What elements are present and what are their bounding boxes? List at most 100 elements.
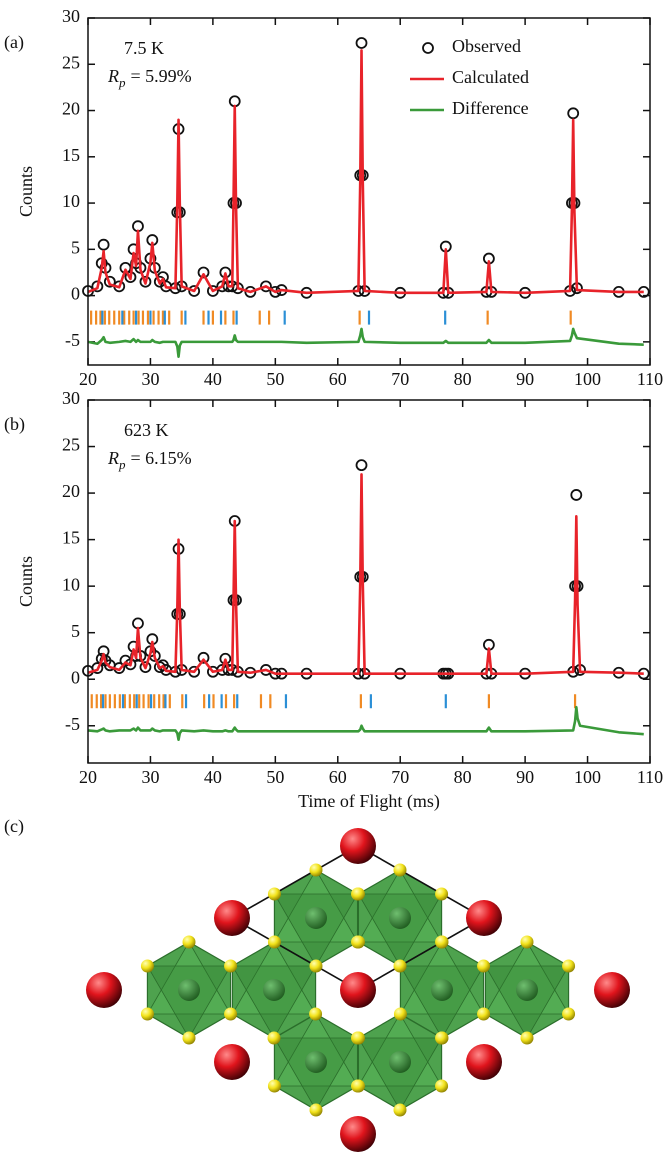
octahedron-face <box>273 893 359 967</box>
octahedron-face <box>146 965 232 1039</box>
plot-frame <box>87 399 651 764</box>
y-tick-label: -5 <box>65 330 80 350</box>
panel-label: (a) <box>4 32 24 53</box>
observed-point <box>206 285 219 297</box>
anion-atom <box>393 959 407 973</box>
metal-atom <box>305 1051 327 1073</box>
x-axis-label: Time of Flight (ms) <box>298 791 440 812</box>
y-axis-label: Counts <box>16 166 36 217</box>
cation-atom <box>340 972 376 1008</box>
observed-point <box>570 489 583 501</box>
observed-point <box>567 107 580 120</box>
rp-subscript: p <box>118 75 126 90</box>
observed-point <box>355 459 368 472</box>
anion-atom <box>267 935 281 949</box>
rp-symbol: R <box>107 66 119 86</box>
observed-point <box>139 661 152 674</box>
y-tick-label: 20 <box>62 481 80 501</box>
chart: 20 30 40 50 60 70 80 90 100 110 -5 0 5 10 15 20 25 30 (b) 6… <box>4 388 663 812</box>
legend-marker <box>422 42 434 54</box>
octahedron-face <box>399 941 485 1015</box>
y-tick-label: 30 <box>62 388 80 408</box>
metal-atom <box>516 979 538 1001</box>
x-tick-label: 60 <box>329 369 347 389</box>
x-tick-label: 60 <box>329 767 347 787</box>
y-tick-label: 15 <box>62 145 80 165</box>
observed-point <box>244 285 257 298</box>
observed-point <box>103 275 116 288</box>
observed-point <box>355 37 368 49</box>
cation-atom <box>594 972 630 1008</box>
anion-atom <box>267 1079 281 1093</box>
y-tick-label: 5 <box>71 237 80 257</box>
x-tick-label: 50 <box>266 369 284 389</box>
observed-point <box>91 662 104 674</box>
octahedron-face <box>231 941 317 1015</box>
anion-atom <box>351 1079 365 1093</box>
anion-atom <box>435 935 449 949</box>
anion-atom <box>351 935 365 949</box>
observed-point <box>91 280 104 293</box>
panel-label: (b) <box>4 414 25 435</box>
x-tick-label: 100 <box>574 369 601 389</box>
x-tick-label: 90 <box>516 767 534 787</box>
temperature: 7.5 K <box>124 38 164 58</box>
octahedron-face <box>273 869 359 943</box>
cation-atom <box>466 900 502 936</box>
anion-atom <box>435 1031 449 1045</box>
anion-atom <box>267 1031 281 1045</box>
observed-point <box>260 280 272 293</box>
plot-frame <box>87 17 651 366</box>
x-tick-label: 30 <box>141 767 159 787</box>
x-tick-label: 70 <box>391 369 409 389</box>
x-tick-label: 100 <box>574 767 601 787</box>
y-tick-label: 0 <box>71 284 80 304</box>
anion-atom <box>140 959 154 973</box>
anion-atom <box>435 1079 449 1093</box>
temperature: 623 K <box>124 420 169 440</box>
octahedron-face <box>357 869 443 943</box>
rp-value: Rp = 6.15% <box>107 448 192 472</box>
x-tick-label: 110 <box>637 369 663 389</box>
metal-atom <box>178 979 200 1001</box>
cation-atom <box>340 828 376 864</box>
octahedron-face <box>399 965 485 1039</box>
rp-symbol: R <box>107 448 119 468</box>
anion-atom <box>562 959 576 973</box>
anion-atom <box>477 959 491 973</box>
x-tick-label: 40 <box>204 369 222 389</box>
x-tick-label: 80 <box>454 369 472 389</box>
anion-atom <box>140 1007 154 1021</box>
observed-point <box>139 275 152 288</box>
anion-atom <box>393 863 407 877</box>
y-tick-label: 10 <box>62 574 80 594</box>
rp-subscript: p <box>118 457 126 472</box>
anion-atom <box>435 887 449 901</box>
octahedron-face <box>357 893 443 967</box>
x-tick-label: 20 <box>79 767 97 787</box>
octahedron-face <box>357 1013 443 1087</box>
anion-atom <box>309 959 323 973</box>
rp-number: = 6.15% <box>131 448 192 468</box>
difference-line <box>87 705 644 742</box>
anion-atom <box>562 1007 576 1021</box>
anion-atom <box>224 959 238 973</box>
legend-label: Observed <box>452 36 521 56</box>
metal-atom <box>389 907 411 929</box>
anion-atom <box>182 1031 196 1045</box>
y-tick-label: 10 <box>62 191 80 211</box>
octahedron-face <box>273 1013 359 1087</box>
chart: 20 30 40 50 60 70 80 90 100 110 -5 0 5 10 15 20 25 30 (a) 7… <box>4 6 663 389</box>
octahedron-face <box>357 1037 443 1111</box>
cation-atom <box>86 972 122 1008</box>
octahedron-face <box>273 1037 359 1111</box>
octahedron-face <box>484 941 570 1015</box>
calculated-line <box>87 473 644 675</box>
cation-atom <box>466 1044 502 1080</box>
metal-atom <box>263 979 285 1001</box>
metal-atom <box>431 979 453 1001</box>
anion-atom <box>224 1007 238 1021</box>
anion-atom <box>309 1007 323 1021</box>
legend-label: Difference <box>452 98 529 118</box>
